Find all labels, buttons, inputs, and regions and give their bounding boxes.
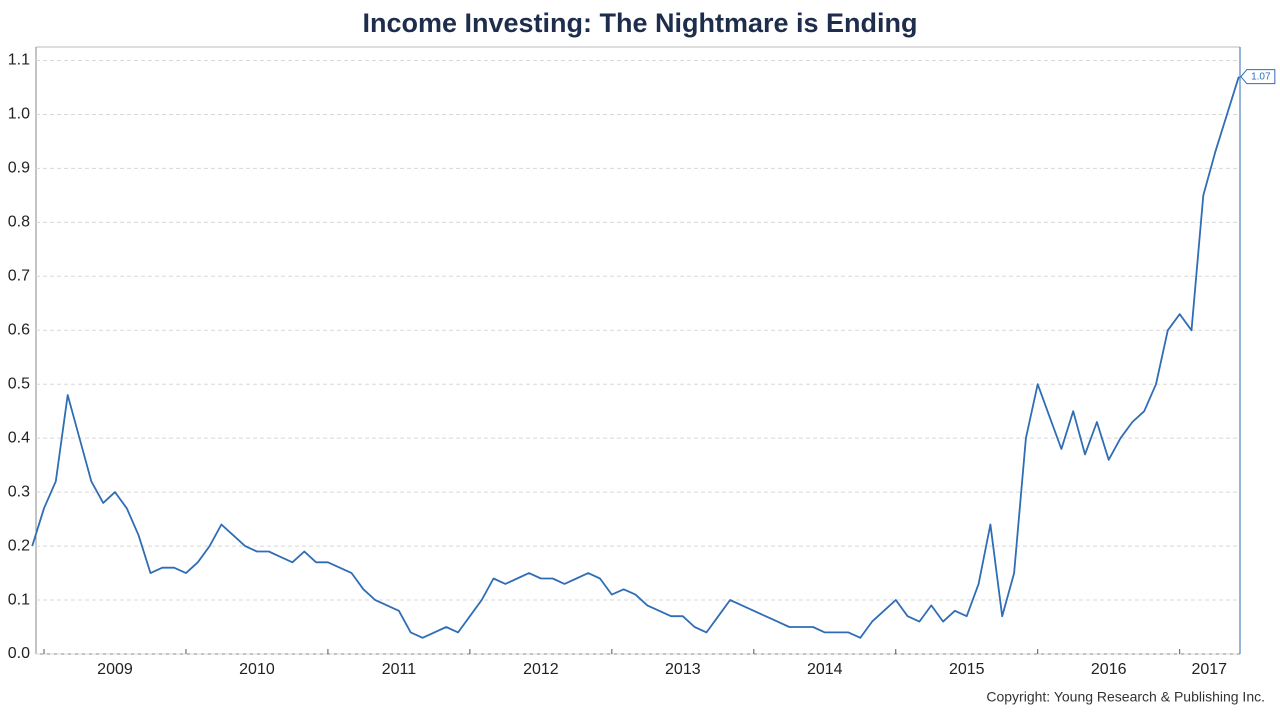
- y-tick-label: 1.0: [8, 106, 30, 123]
- copyright: Copyright: Young Research & Publishing I…: [986, 689, 1265, 705]
- x-tick-label: 2014: [807, 661, 843, 678]
- last-value-label: 1.07: [1251, 71, 1271, 82]
- x-tick-label: 2011: [382, 661, 417, 678]
- x-tick-label: 2015: [949, 661, 985, 678]
- x-tick-label: 2012: [523, 661, 559, 678]
- y-tick-label: 0.6: [8, 321, 30, 338]
- y-tick-label: 0.9: [8, 160, 30, 177]
- y-tick-label: 0.4: [8, 429, 30, 446]
- y-tick-label: 0.8: [8, 214, 30, 231]
- y-tick-label: 0.0: [8, 645, 30, 662]
- x-tick-label: 2016: [1091, 661, 1127, 678]
- y-tick-label: 0.5: [8, 375, 30, 392]
- chart-title: Income Investing: The Nightmare is Endin…: [362, 8, 917, 38]
- y-tick-label: 0.2: [8, 537, 30, 554]
- y-tick-label: 1.1: [8, 52, 30, 69]
- x-tick-label: 2009: [97, 661, 133, 678]
- x-tick-label: 2013: [665, 661, 701, 678]
- y-tick-label: 0.7: [8, 268, 30, 285]
- x-tick-label: 2017: [1191, 661, 1227, 678]
- y-tick-label: 0.1: [8, 591, 30, 608]
- x-tick-label: 2010: [239, 661, 275, 678]
- y-tick-label: 0.3: [8, 483, 30, 500]
- series-line: [31, 76, 1240, 639]
- last-value-flag: [1240, 69, 1276, 85]
